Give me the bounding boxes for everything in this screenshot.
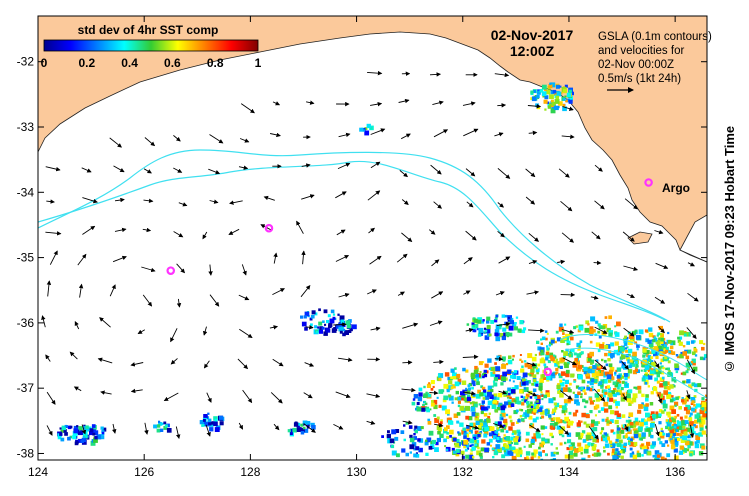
y-axis: -32 -33 -34 -35 -36 -37 -38 <box>17 55 707 460</box>
colorbar-tick-label: 0.8 <box>207 56 224 70</box>
gsla-contour <box>559 334 707 381</box>
plot-frame <box>37 15 708 461</box>
colorbar-tick-label: 0 <box>41 56 48 70</box>
y-tick-label: -33 <box>17 120 35 134</box>
spencer-gulf <box>679 214 707 263</box>
x-tick-label: 132 <box>453 465 473 479</box>
y-tick-label: -37 <box>17 381 35 395</box>
x-tick-label: 136 <box>665 465 685 479</box>
argo-float-marker <box>166 266 176 275</box>
map-date: 02-Nov-2017 <box>491 27 574 43</box>
gsla-contour <box>564 347 707 399</box>
y-tick-label: -34 <box>17 185 35 199</box>
colorbar-tick-label: 0.2 <box>78 56 95 70</box>
velocity-arrows <box>41 70 699 440</box>
gsla-contour <box>38 149 671 323</box>
y-tick-label: -36 <box>17 316 35 330</box>
argo-float-marker <box>543 367 553 377</box>
gsla-contour <box>38 160 666 321</box>
argo-floats <box>166 178 653 377</box>
y-tick-label: -35 <box>17 251 35 265</box>
argo-label: Argo <box>662 181 690 195</box>
sst-stddev-patches <box>57 82 707 460</box>
x-tick-label: 128 <box>240 465 260 479</box>
velocity-info: GSLA (0.1m contours) and velocities for 02… <box>598 31 712 85</box>
colorbar-gradient <box>43 39 259 52</box>
x-tick-label: 130 <box>347 465 367 479</box>
argo-float-marker <box>264 223 274 233</box>
colorbar-tick-label: 0.4 <box>121 56 138 70</box>
info-line: GSLA (0.1m contours) <box>598 31 712 43</box>
info-line: 02-Nov 00:00Z <box>598 59 674 71</box>
x-tick-label: 126 <box>134 465 154 479</box>
imos-credit: © IMOS 17-Nov-2017 09:23 Hobart Time <box>722 125 737 375</box>
argo-float-marker <box>644 178 653 187</box>
y-tick-label: -32 <box>17 55 35 69</box>
x-axis: 124 126 128 130 132 134 136 <box>28 16 685 479</box>
colorbar-tick-label: 0.6 <box>164 56 181 70</box>
y-tick-label: -38 <box>17 446 35 460</box>
x-tick-label: 124 <box>28 465 48 479</box>
info-line: and velocities for <box>598 45 684 57</box>
colorbar-tick-label: 1 <box>255 56 262 70</box>
colorbar: std dev of 4hr SST comp 0 0.2 0.4 0.6 0.8 1 <box>41 23 262 70</box>
colorbar-ticks: 0 0.2 0.4 0.6 0.8 1 <box>41 56 262 70</box>
land-mass <box>38 16 707 263</box>
map-time: 12:00Z <box>510 43 555 59</box>
info-line: 0.5m/s (1kt 24h) <box>598 73 681 85</box>
colorbar-title: std dev of 4hr SST comp <box>78 23 219 37</box>
x-tick-label: 134 <box>559 465 579 479</box>
